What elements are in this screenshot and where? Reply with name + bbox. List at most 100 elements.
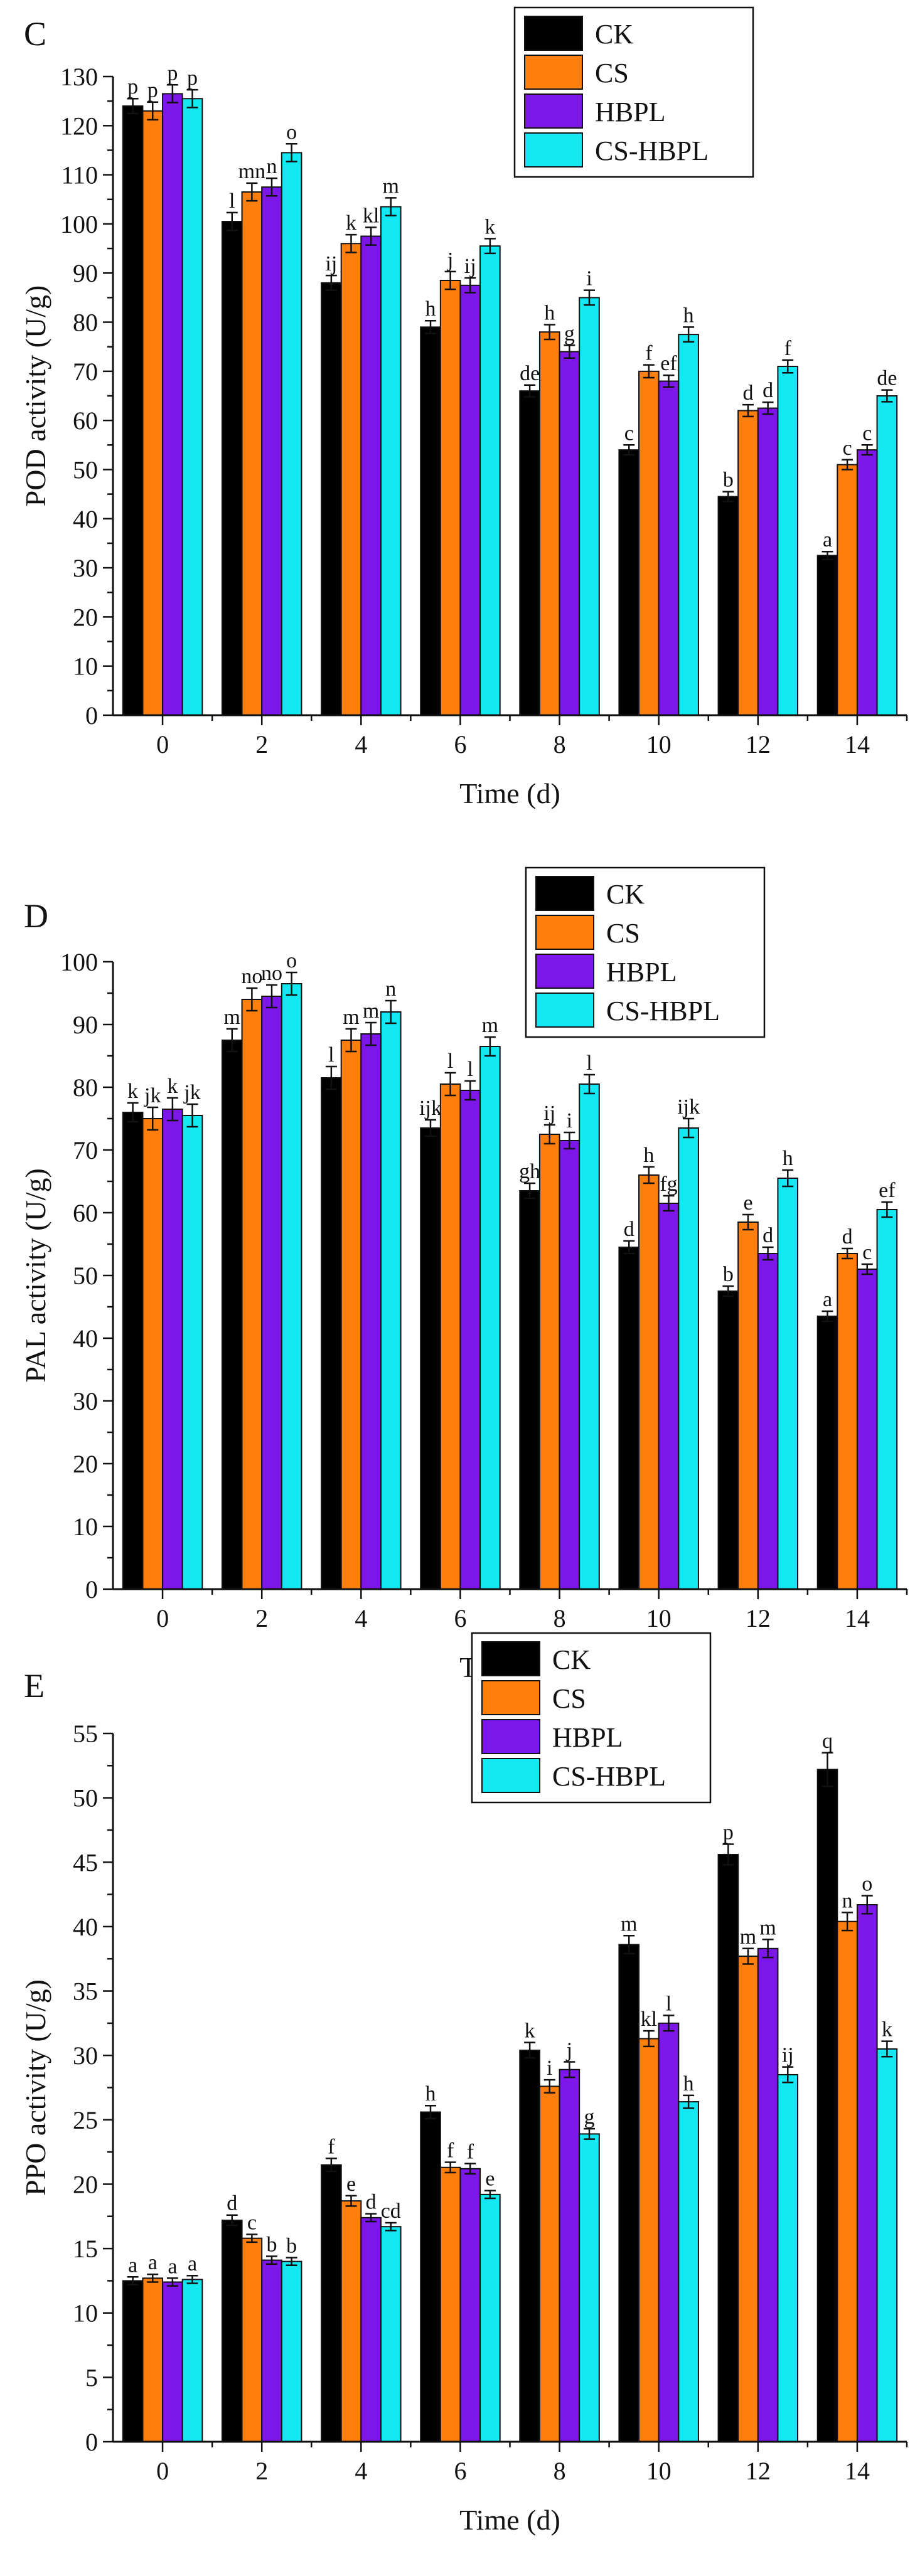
significance-letter: p [167,61,178,85]
bar-ck-day-4 [321,1077,342,1590]
significance-letter: j [447,248,453,272]
bar-cs-hbpl-day-12 [777,1178,799,1590]
bar-cs-day-0 [142,2277,164,2443]
y-tick-label: 70 [73,1136,98,1164]
bar-hbpl-day-0 [162,1109,183,1590]
bar-ck-day-2 [221,1040,243,1590]
x-tick-label: 2 [255,730,268,758]
bar-cs-hbpl-day-14 [876,1209,898,1590]
bar-cs-day-4 [340,243,362,716]
significance-letter: i [547,2057,552,2080]
x-tick-label: 8 [554,1604,566,1632]
y-tick-label: 90 [73,1011,98,1039]
significance-letter: d [762,379,773,402]
significance-letter: b [723,469,734,492]
significance-letter: m [224,1006,240,1029]
legend-label: HBPL [552,1722,623,1753]
bar-cs-hbpl-day-4 [380,206,402,716]
significance-letter: jk [144,1084,161,1107]
bar-cs-hbpl-day-12 [777,2073,799,2442]
bar-ck-day-0 [122,105,144,716]
y-tick-label: 45 [73,1848,98,1876]
significance-letter: ijk [677,1095,700,1119]
y-tick-label: 10 [73,1513,98,1541]
significance-letter: q [822,1730,833,1753]
significance-letter: ef [660,352,677,375]
significance-letter: k [346,211,356,235]
legend-swatch-hbpl [524,93,583,129]
bar-cs-day-8 [538,2085,560,2442]
significance-letter: fg [660,1173,677,1196]
y-tick-label: 5 [85,2363,98,2392]
significance-letter: l [328,1043,334,1067]
legend-swatch-ck [524,16,583,51]
y-axis-title: POD activity (U/g) [19,285,51,507]
y-tick-label: 20 [73,603,98,631]
bar-hbpl-day-6 [459,284,481,716]
y-axis-title: PAL activity (U/g) [19,1168,51,1383]
legend-swatch-cs-hbpl [524,132,583,168]
bar-cs-day-4 [340,2200,362,2442]
bar-cs-hbpl-day-0 [181,1115,203,1590]
bar-cs-day-12 [737,1956,759,2442]
x-tick-label: 12 [746,1604,771,1632]
bar-hbpl-day-12 [757,1947,779,2442]
significance-letter: n [385,977,396,1001]
significance-letter: jk [183,1081,200,1104]
y-tick-label: 120 [60,112,98,140]
significance-letter: ij [464,255,476,278]
significance-letter: k [525,2020,535,2043]
significance-letter: kl [363,204,379,227]
significance-letter: m [343,1006,359,1029]
bar-cs-hbpl-day-4 [380,1011,402,1590]
significance-letter: b [723,1263,734,1286]
bar-hbpl-day-14 [856,1269,878,1590]
legend-swatch-cs [481,1680,540,1715]
bar-ck-day-0 [122,1112,144,1590]
significance-letter: ij [782,2044,794,2067]
x-tick-label: 14 [845,730,870,758]
significance-letter: e [743,1191,752,1215]
y-tick-label: 40 [73,505,98,533]
significance-letter: d [842,1225,853,1248]
significance-letter: k [127,1080,138,1103]
y-tick-label: 35 [73,1977,98,2006]
significance-letter: c [862,422,872,445]
significance-letter: f [784,337,792,360]
bar-cs-day-6 [439,2166,461,2442]
y-tick-label: 60 [73,407,98,435]
legend-label: HBPL [606,957,677,987]
y-tick-label: 10 [73,652,98,681]
legend-label: HBPL [595,97,665,127]
x-tick-label: 2 [255,1604,268,1632]
bar-cs-day-10 [638,2038,660,2442]
x-axis-title: Time (d) [459,2504,560,2536]
significance-letter: k [167,1075,178,1098]
significance-letter: mn [238,160,265,183]
significance-letter: m [759,1916,776,1939]
bar-cs-day-12 [737,410,759,716]
significance-letter: h [683,2072,694,2095]
y-tick-label: 30 [73,1387,98,1415]
y-tick-label: 40 [73,1324,98,1353]
y-tick-label: 10 [73,2299,98,2328]
x-tick-label: 12 [746,730,771,758]
bar-hbpl-day-10 [658,380,680,716]
legend-label: CS-HBPL [606,996,720,1026]
y-tick-label: 130 [60,63,98,91]
bar-hbpl-day-12 [757,1253,779,1590]
panel-e-ppo-activity-chart: E0510152025303540455055adfhkmpqacefiklmn… [19,1632,908,2536]
significance-letter: h [544,301,555,324]
y-tick-label: 100 [60,948,98,976]
y-tick-label: 0 [85,701,98,730]
bar-cs-day-10 [638,370,660,716]
bar-cs-hbpl-day-0 [181,2279,203,2443]
significance-letter: de [877,367,897,390]
bar-hbpl-day-4 [360,235,382,716]
y-tick-label: 40 [73,1913,98,1941]
x-tick-label: 12 [746,2457,771,2485]
bar-hbpl-day-0 [162,2281,183,2443]
significance-letter: g [584,2105,595,2129]
bar-ck-day-10 [618,1247,640,1590]
bar-cs-day-8 [538,331,560,716]
